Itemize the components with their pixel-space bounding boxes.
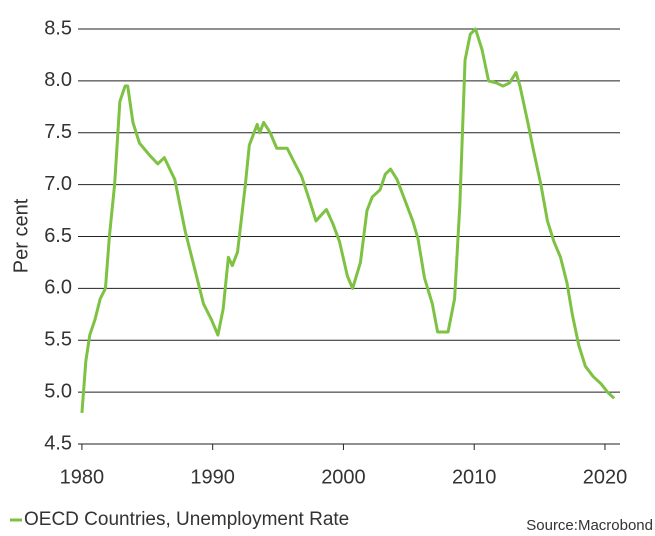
y-tick-label: 8.5 bbox=[44, 17, 72, 39]
source: Source:Macrobond bbox=[526, 517, 653, 534]
y-tick-label: 7.5 bbox=[44, 121, 72, 143]
x-tick-label: 2010 bbox=[452, 466, 497, 488]
y-tick-label: 6.5 bbox=[44, 225, 72, 247]
y-axis-label: Per cent bbox=[10, 198, 32, 273]
y-tick-label: 7.0 bbox=[44, 173, 72, 195]
x-tick-label: 1980 bbox=[60, 466, 105, 488]
x-tick-label: 2000 bbox=[321, 466, 366, 488]
y-tick-label: 5.5 bbox=[44, 329, 72, 351]
x-tick-label: 2020 bbox=[583, 466, 628, 488]
y-tick-label: 4.5 bbox=[44, 432, 72, 454]
data-line bbox=[80, 27, 616, 413]
y-tick-label: 6.0 bbox=[44, 277, 72, 299]
legend-label: OECD Countries, Unemployment Rate bbox=[24, 509, 349, 530]
y-tick-label: 5.0 bbox=[44, 380, 72, 402]
x-tick-label: 1990 bbox=[190, 466, 235, 488]
y-tick-label: 8.0 bbox=[44, 69, 72, 91]
